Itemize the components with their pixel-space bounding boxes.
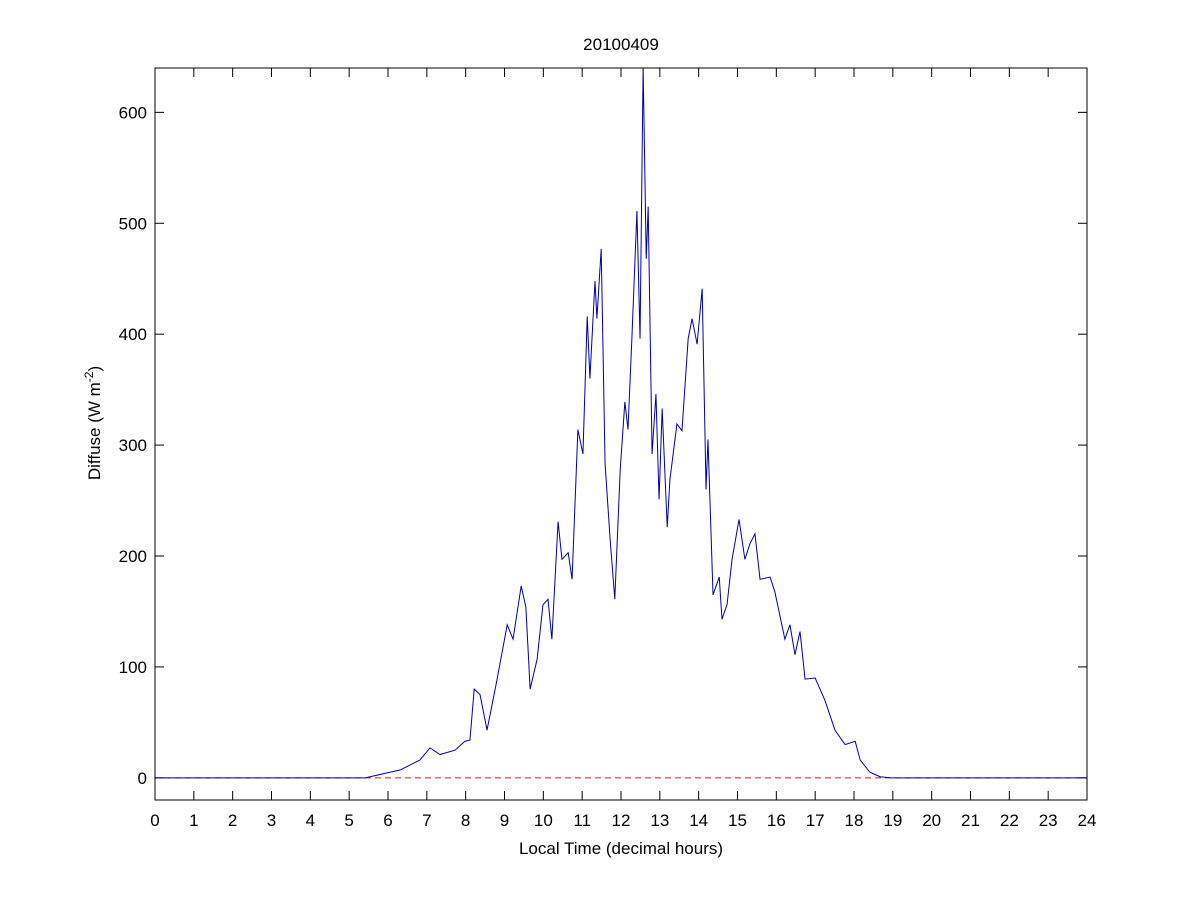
x-tick-label: 0 — [150, 811, 159, 830]
y-tick-label: 400 — [119, 325, 147, 344]
y-tick-label: 500 — [119, 214, 147, 233]
y-label-text: Diffuse (W m — [85, 382, 104, 480]
x-tick-label: 18 — [845, 811, 864, 830]
x-tick-label: 15 — [728, 811, 747, 830]
x-tick-label: 21 — [961, 811, 980, 830]
x-tick-label: 11 — [573, 811, 591, 830]
y-label-superscript: -2 — [82, 371, 96, 382]
chart-title: 20100409 — [583, 35, 659, 54]
x-tick-label: 7 — [422, 811, 431, 830]
x-tick-label: 17 — [806, 811, 825, 830]
x-tick-label: 24 — [1078, 811, 1097, 830]
y-label-suffix: ) — [85, 366, 104, 372]
x-tick-label: 16 — [767, 811, 786, 830]
x-tick-label: 4 — [306, 811, 315, 830]
x-tick-label: 2 — [228, 811, 237, 830]
x-tick-label: 12 — [612, 811, 631, 830]
x-tick-label: 5 — [344, 811, 353, 830]
x-tick-label: 8 — [461, 811, 470, 830]
x-tick-label: 19 — [883, 811, 902, 830]
y-tick-label: 200 — [119, 547, 147, 566]
x-tick-label: 23 — [1039, 811, 1058, 830]
plot-frame — [154, 67, 1088, 801]
x-tick-label: 13 — [650, 811, 669, 830]
x-axis-label: Local Time (decimal hours) — [519, 839, 723, 858]
x-tick-label: 3 — [267, 811, 276, 830]
x-tick-label: 22 — [1000, 811, 1019, 830]
x-tick-label: 1 — [189, 811, 198, 830]
y-tick-label: 300 — [119, 436, 147, 455]
x-tick-label: 6 — [383, 811, 392, 830]
y-axis-label: Diffuse (W m-2) — [82, 366, 104, 480]
x-tick-label: 14 — [689, 811, 708, 830]
x-tick-label: 9 — [500, 811, 509, 830]
y-tick-label: 100 — [119, 658, 147, 677]
data-line — [155, 67, 1087, 779]
x-tick-label: 20 — [922, 811, 941, 830]
x-tick-label: 10 — [534, 811, 553, 830]
y-tick-label: 0 — [138, 769, 147, 788]
y-tick-label: 600 — [119, 103, 147, 122]
